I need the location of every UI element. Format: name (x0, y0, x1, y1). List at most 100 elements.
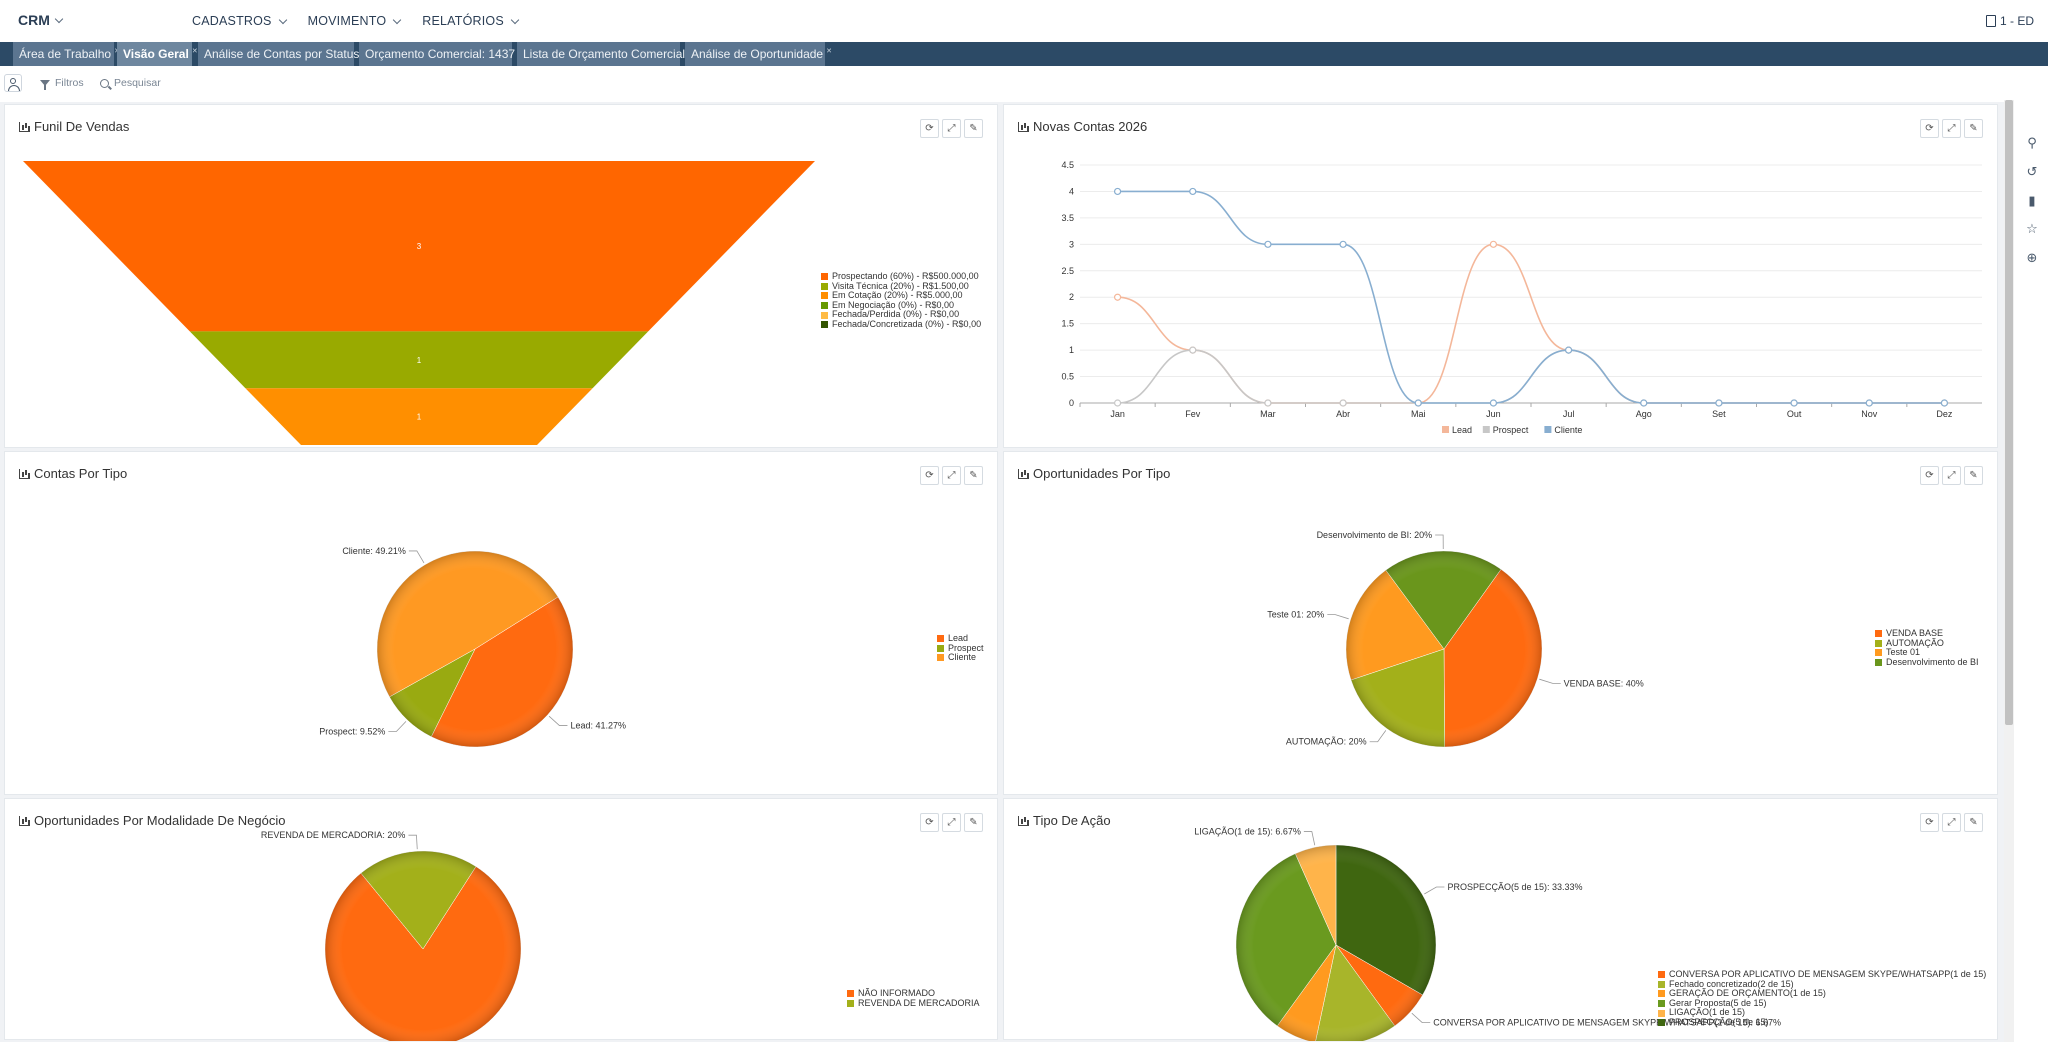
legend-item[interactable]: Teste 01 (1875, 648, 1979, 658)
star-icon[interactable]: ☆ (2026, 221, 2038, 236)
y-tick-label: 2.5 (1061, 266, 1074, 276)
pie-legend: Lead Prospect Cliente (937, 633, 984, 663)
close-icon[interactable]: ✕ (191, 48, 198, 55)
close-icon[interactable]: ✕ (826, 48, 832, 55)
refresh-button[interactable]: ⟳ (920, 119, 939, 138)
pie-chart: VENDA BASE: 40% AUTOMAÇÃO: 20% Teste 01: 2… (1267, 530, 1644, 748)
legend-swatch (1658, 1000, 1665, 1008)
chevron-down-icon (278, 15, 287, 24)
refresh-button[interactable]: ⟳ (1920, 119, 1939, 138)
legend-item[interactable]: Desenvolvimento de BI (1875, 656, 1979, 668)
pin-button[interactable]: ✎ (964, 813, 983, 832)
app-brand-menu[interactable]: CRM (18, 12, 64, 28)
expand-button[interactable]: ⤢ (942, 119, 961, 138)
legend-item[interactable]: REVENDA DE MERCADORIA (847, 998, 980, 1009)
expand-button[interactable]: ⤢ (1942, 813, 1961, 832)
legend-item[interactable]: NÃO INFORMADO (847, 988, 980, 999)
legend-label: Prospect (1493, 425, 1529, 435)
legend-item[interactable]: Gerar Proposta(5 de 15) (1658, 998, 1986, 1009)
panel-tipo-de-acao: PROSPECÇÃO(5 de 15): 33.33% CONVERSA POR … (1003, 798, 1998, 1041)
expand-button[interactable]: ⤢ (1942, 466, 1961, 485)
tab-visao-geral[interactable]: Visão Geral ✕ (117, 42, 198, 66)
legend-item[interactable]: Fechado concretizado(2 de 15) (1658, 979, 1986, 990)
history-icon[interactable]: ↺ (2026, 164, 2038, 179)
scrollbar[interactable] (2004, 100, 2014, 1042)
pin-button[interactable]: ✎ (1964, 813, 1983, 832)
legend-item[interactable]: VENDA BASE (1875, 628, 1979, 639)
expand-button[interactable]: ⤢ (942, 466, 961, 485)
panel-actions: ⟳ ⤢ ✎ (1920, 466, 1983, 485)
user-label: 1 - ED (1999, 14, 2034, 28)
legend-swatch (821, 311, 828, 319)
legend-label: Desenvolvimento de BI (1886, 656, 1979, 667)
legend-item[interactable]: LIGAÇÃO(1 de 15) (1658, 1008, 1986, 1018)
legend-swatch (821, 273, 828, 281)
user-filter-button[interactable] (4, 74, 22, 92)
funnel-chart: 3 1 1 (23, 161, 815, 445)
refresh-button[interactable]: ⟳ (920, 813, 939, 832)
refresh-button[interactable]: ⟳ (920, 466, 939, 485)
legend-swatch (1658, 1019, 1665, 1027)
legend-swatch (1875, 659, 1882, 667)
legend-label: Fechada/Concretizada (0%) - R$0,00 (832, 318, 982, 329)
x-tick-label: Ago (1636, 409, 1652, 419)
tab-lista-orcamento[interactable]: Lista de Orçamento Comercial✕ (517, 42, 694, 66)
scrollbar-thumb[interactable] (2005, 100, 2013, 725)
refresh-button[interactable]: ⟳ (1920, 466, 1939, 485)
panel-title: Novas Contas 2026 (1018, 119, 1147, 134)
tab-analise-oportunidade[interactable]: Análise de Oportunidade ✕ (685, 42, 832, 66)
pin-button[interactable]: ✎ (964, 466, 983, 485)
pin-button[interactable]: ✎ (1964, 119, 1983, 138)
legend-item[interactable]: Prospectando (60%) - R$500.000,00 (821, 271, 981, 282)
search-icon[interactable]: ⚲ (2027, 135, 2037, 150)
legend-label: Fechada/Perdida (0%) - R$0,00 (832, 309, 960, 320)
legend-item[interactable]: PROSPECÇÃO(5 de 15) (1658, 1017, 1986, 1028)
expand-button[interactable]: ⤢ (1942, 119, 1961, 138)
legend-item[interactable]: Cliente (937, 653, 984, 663)
panel-actions: ⟳ ⤢ ✎ (920, 466, 983, 485)
target-icon[interactable]: ⊕ (2026, 250, 2038, 265)
legend-label: Em Negociação (0%) - R$0,00 (832, 299, 955, 310)
legend-label: VENDA BASE (1886, 628, 1944, 638)
legend-label: Cliente (948, 652, 977, 663)
legend-item[interactable]: Prospect (937, 643, 984, 654)
tab-analise-contas-status[interactable]: Análise de Contas por Status✕ (198, 42, 368, 66)
menu-relatorios[interactable]: RELATÓRIOS (422, 14, 520, 28)
panel-actions: ⟳ ⤢ ✎ (1920, 119, 1983, 138)
pin-button[interactable]: ✎ (1964, 466, 1983, 485)
data-point (1564, 346, 1573, 354)
data-point (1189, 346, 1197, 354)
legend-item[interactable]: Lead (937, 633, 984, 644)
legend-item[interactable]: Em Negociação (0%) - R$0,00 (821, 299, 981, 311)
tab-area-de-trabalho[interactable]: Área de Trabalho✕ (13, 42, 120, 66)
chevron-down-icon (393, 15, 402, 24)
tab-orcamento-comercial[interactable]: Orçamento Comercial: 1437✕ (359, 42, 524, 66)
legend-item[interactable]: Em Cotação (20%) - R$5.000,00 (821, 291, 981, 301)
refresh-button[interactable]: ⟳ (1920, 813, 1939, 832)
menu-movimento[interactable]: MOVIMENTO (308, 14, 402, 28)
y-tick-label: 4 (1069, 186, 1074, 196)
user-menu[interactable]: 1 - ED (1985, 14, 2034, 28)
bookmark-icon[interactable]: ▮ (2028, 193, 2036, 208)
funnel-stage-label: 1 (417, 413, 422, 422)
x-tick-label: Fev (1185, 409, 1201, 419)
menu-cadastros[interactable]: CADASTROS (192, 14, 287, 28)
pin-button[interactable]: ✎ (964, 119, 983, 138)
legend-swatch (1875, 649, 1882, 657)
data-point (1189, 187, 1197, 196)
legend-item[interactable]: AUTOMAÇÃO (1875, 638, 1979, 649)
legend-item[interactable]: Fechada/Perdida (0%) - R$0,00 (821, 310, 981, 320)
menu-label: RELATÓRIOS (422, 14, 504, 28)
expand-button[interactable]: ⤢ (942, 813, 961, 832)
data-point (1339, 240, 1347, 248)
slice-leader-line (1424, 886, 1445, 895)
legend-swatch (847, 999, 854, 1007)
legend-swatch (1482, 426, 1490, 433)
panel-title: Oportunidades Por Modalidade De Negócio (19, 813, 286, 828)
legend-item[interactable]: CONVERSA POR APLICATIVO DE MENSAGEM SKYP… (1658, 969, 1986, 980)
search-button[interactable]: Pesquisar (100, 77, 161, 89)
filters-button[interactable]: Filtros (40, 77, 84, 90)
legend-item[interactable]: Fechada/Concretizada (0%) - R$0,00 (821, 318, 982, 330)
legend-item[interactable]: Visita Técnica (20%) - R$1.500,00 (821, 281, 981, 292)
legend-item[interactable]: GERAÇÃO DE ORÇAMENTO(1 de 15) (1658, 989, 1986, 999)
